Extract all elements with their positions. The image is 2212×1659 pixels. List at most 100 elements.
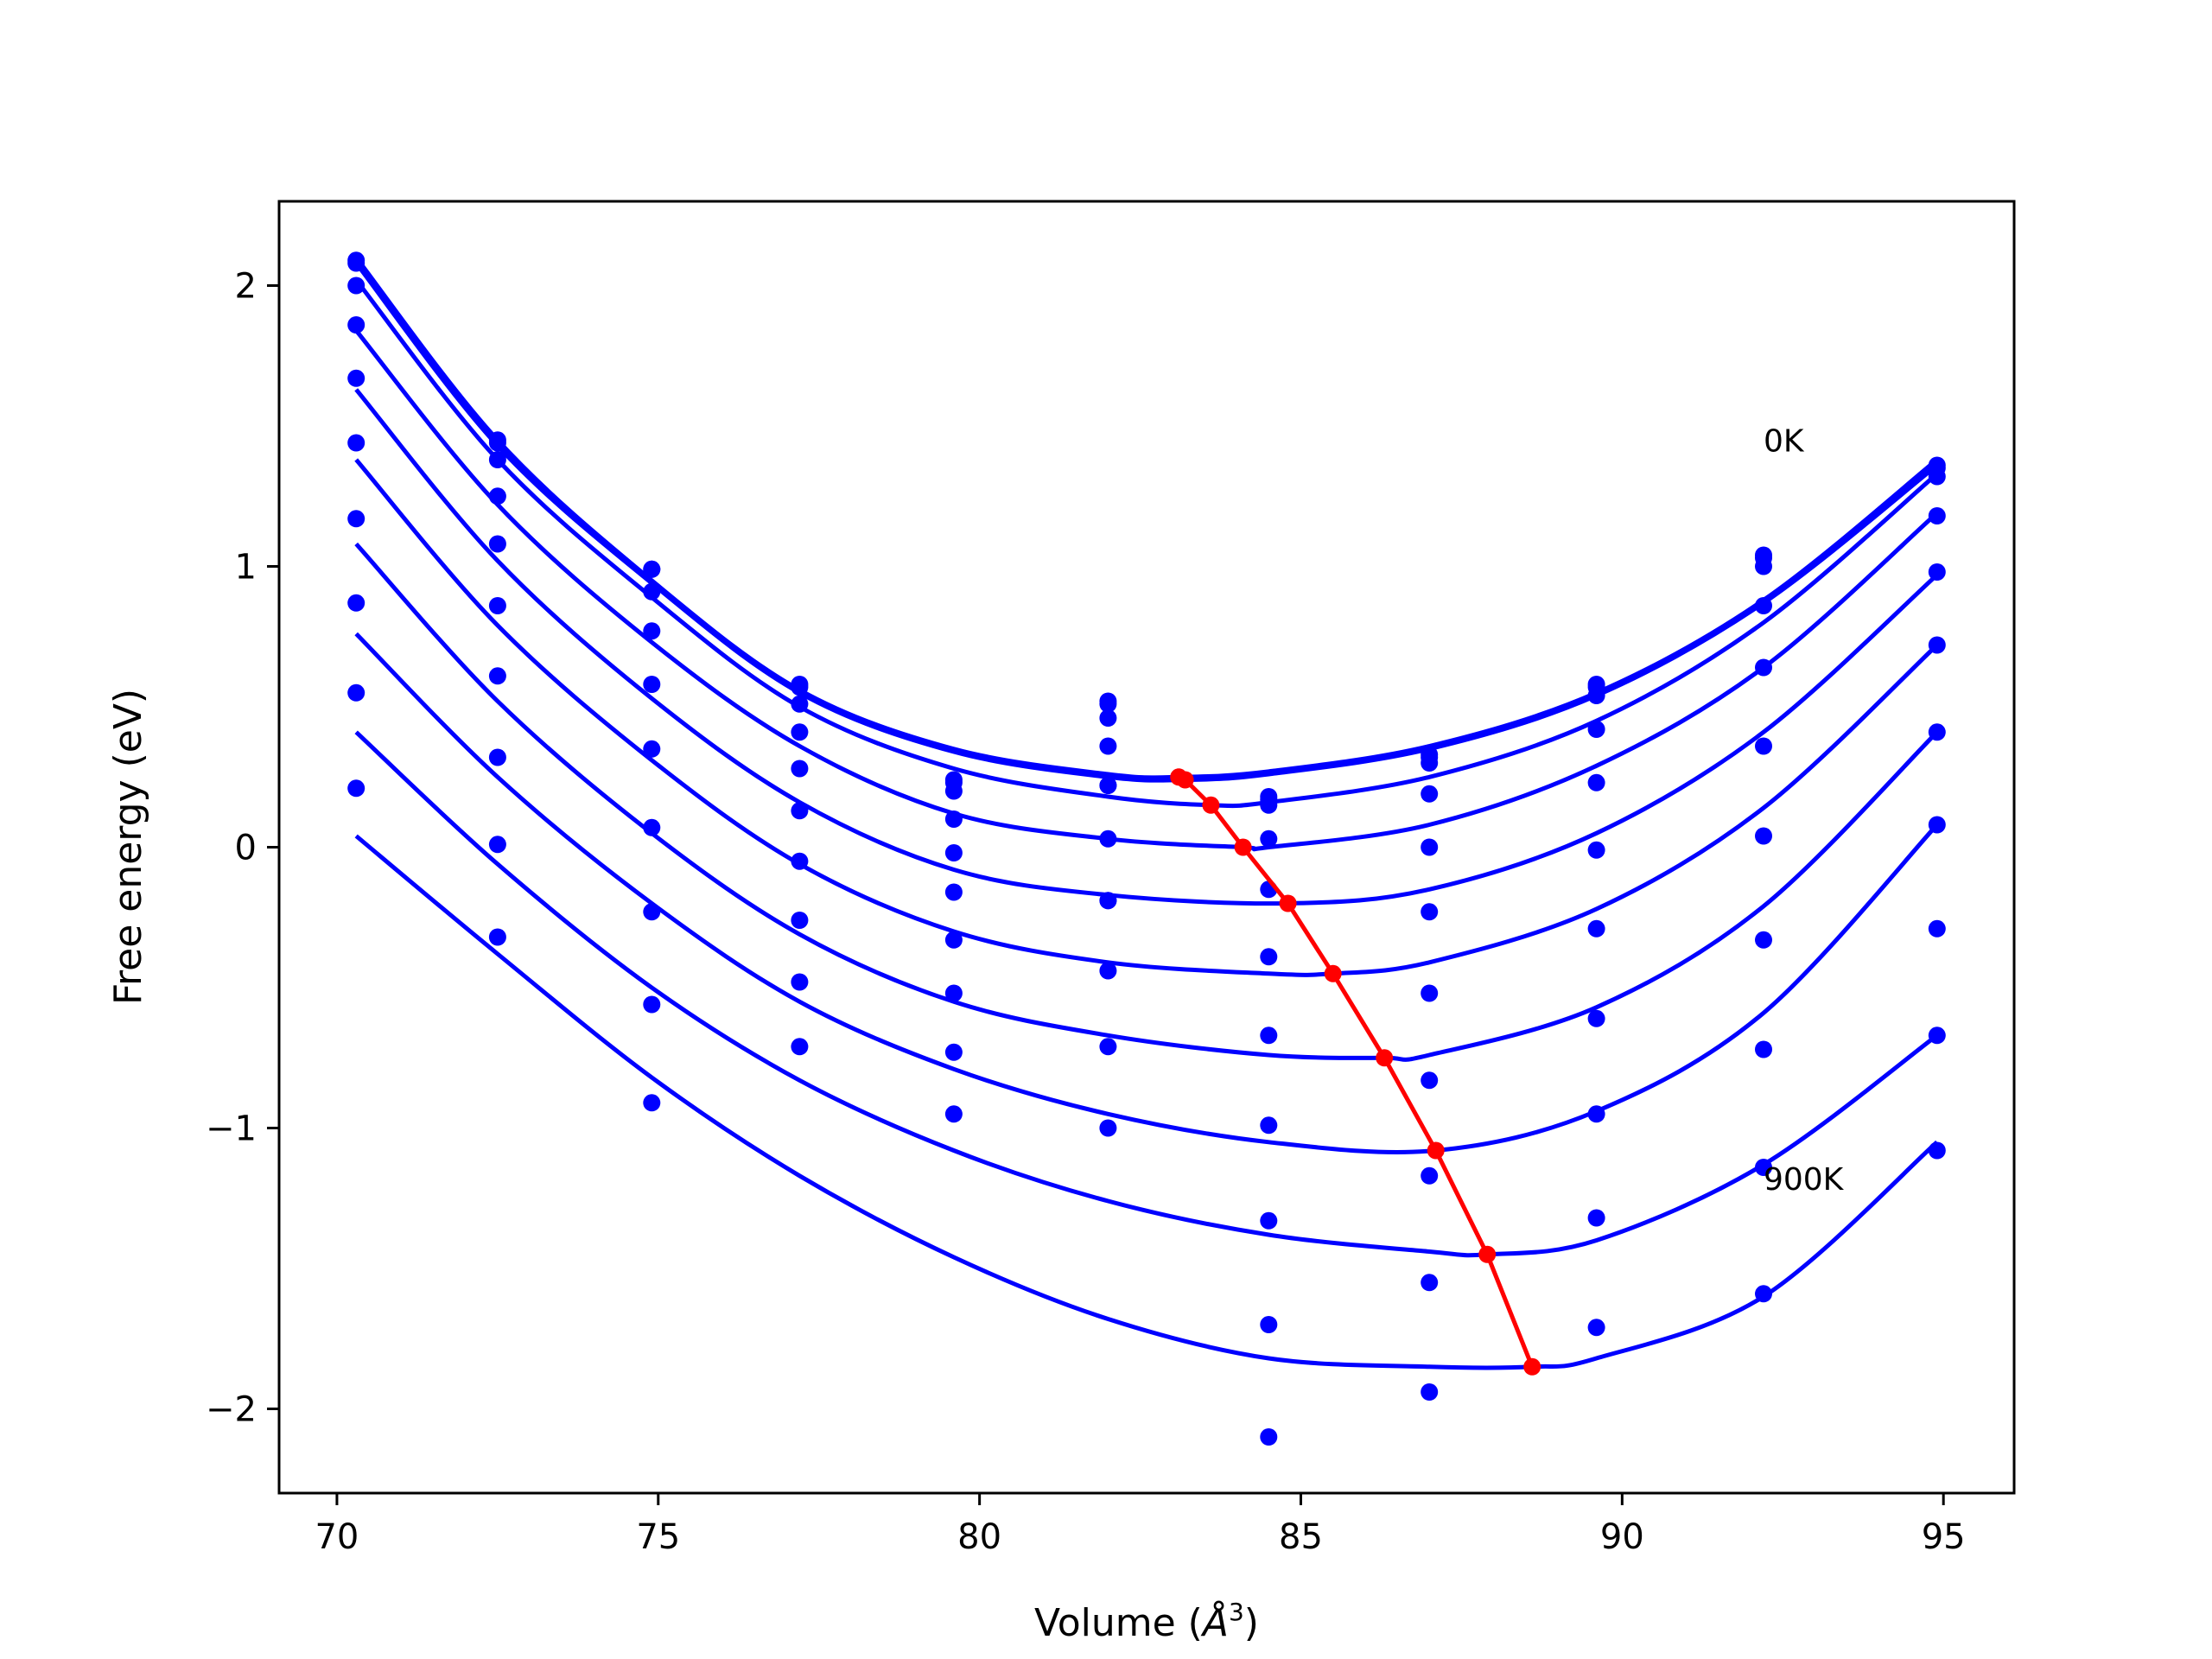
y-tick-label: 2 [235,267,257,307]
x-tick-label: 85 [1279,1517,1323,1557]
data-point [488,434,506,452]
data-point [347,683,365,702]
data-point [791,760,809,778]
data-point [791,695,809,713]
data-point [347,251,365,270]
data-point [643,995,661,1014]
annotation-label: 900K [1764,1162,1845,1198]
data-point [1099,830,1117,848]
minimum-path [1170,768,1541,1376]
data-point [347,779,365,798]
y-tick-label: −2 [206,1390,257,1430]
data-point [1421,1166,1439,1185]
data-point [1755,658,1772,677]
data-point [1755,1285,1772,1303]
data-point [1587,1105,1605,1123]
data-point [1421,785,1439,803]
annotation-label: 0K [1764,423,1805,459]
data-point [1587,919,1605,938]
data-point [791,678,809,696]
x-tick-label: 70 [315,1517,359,1557]
data-point [347,276,365,295]
data-point [944,1043,963,1061]
data-point [1928,816,1946,834]
data-point [643,676,661,693]
data-point [643,560,661,578]
minimum-point [1176,771,1194,789]
data-point [1421,838,1439,856]
data-point [1755,1040,1772,1058]
fit-curve-3 [354,328,1939,852]
data-point [1755,1159,1772,1176]
data-point [1587,687,1605,704]
data-point [1587,841,1605,859]
data-point [1587,1009,1605,1027]
data-point [1928,636,1946,654]
data-point [791,802,809,820]
data-point [488,836,506,854]
data-point [1755,557,1772,575]
data-point [643,818,661,836]
y-tick-label: 0 [235,829,257,868]
data-point [944,782,963,800]
data-point [1099,1119,1117,1137]
x-tick-label: 75 [636,1517,680,1557]
data-point [1928,563,1946,581]
data-point [944,984,963,1002]
data-point [1421,1071,1439,1090]
annotations: 0K 900K [1764,423,1845,1198]
data-point [347,434,365,452]
data-point [1260,948,1278,966]
y-tick-label: −1 [206,1109,257,1149]
data-point [1587,1319,1605,1337]
data-point [643,622,661,640]
data-point [1928,723,1946,741]
fit-curve-6 [354,542,1939,1062]
data-point [1928,507,1946,524]
data-point [488,451,506,468]
fit-curve-1 [354,261,1939,783]
data-point [1260,1211,1278,1230]
fit-curve-9 [354,834,1939,1370]
data-point [1755,827,1772,845]
data-point [347,369,365,387]
data-point [1260,830,1278,848]
data-point [1099,777,1117,794]
data-points [347,251,1946,1446]
minimum-point [1234,838,1252,856]
data-point [1099,892,1117,910]
data-point [1928,919,1946,938]
data-point [1099,962,1117,980]
data-point [1099,709,1117,727]
data-point [347,316,365,334]
data-point [488,928,506,946]
data-point [944,931,963,949]
data-point [1928,1141,1946,1160]
fit-curve-0 [354,256,1939,780]
minimum-point [1202,796,1220,814]
y-axis-ticks: −2 −1 0 1 2 [206,267,279,1430]
data-point [1421,754,1439,772]
data-point [1755,597,1772,614]
data-point [488,535,506,553]
data-point [791,912,809,929]
data-point [1587,1209,1605,1227]
y-tick-label: 1 [235,548,257,588]
x-tick-label: 90 [1600,1517,1644,1557]
fit-curve-8 [354,730,1939,1258]
data-point [1099,737,1117,755]
data-point [488,667,506,685]
data-point [791,973,809,991]
fit-curve-7 [354,632,1939,1154]
data-point [1421,1383,1439,1401]
minimum-point [1324,964,1342,982]
data-point [1421,903,1439,921]
data-point [1755,931,1772,949]
data-point [1260,1027,1278,1045]
data-point [1928,1027,1946,1045]
minimum-path-line [1178,775,1535,1368]
data-point [347,510,365,528]
fit-curve-2 [354,278,1939,809]
